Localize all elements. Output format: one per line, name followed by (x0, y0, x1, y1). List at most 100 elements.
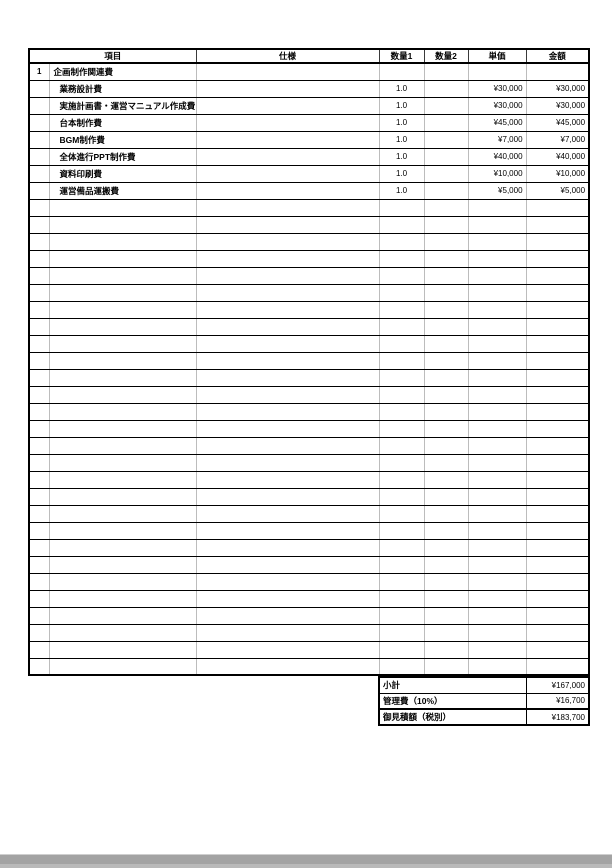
cell-qty2 (423, 249, 469, 268)
cell-no (28, 79, 50, 98)
cell-spec (195, 538, 380, 557)
cell-qty2 (423, 640, 469, 659)
table-row-empty (28, 504, 590, 523)
cell-amount (525, 487, 590, 506)
cell-no (28, 96, 50, 115)
cell-amount (525, 198, 590, 217)
cell-qty1: 1.0 (378, 96, 425, 115)
table-row-empty (28, 555, 590, 574)
cell-no (28, 453, 50, 472)
cell-qty1 (378, 521, 425, 540)
cell-spec (195, 436, 380, 455)
cell-amount (525, 215, 590, 234)
table-row-empty (28, 283, 590, 302)
cell-unit-price (467, 521, 527, 540)
cell-spec (195, 266, 380, 285)
cell-unit-price: ¥7,000 (467, 130, 527, 149)
cell-qty1 (378, 351, 425, 370)
cell-unit-price (467, 232, 527, 251)
cell-item (48, 504, 197, 523)
cell-unit-price (467, 589, 527, 608)
cell-item (48, 640, 197, 659)
cell-amount (525, 572, 590, 591)
cell-no (28, 606, 50, 625)
cell-unit-price (467, 249, 527, 268)
cell-amount: ¥10,000 (525, 164, 590, 183)
cell-no (28, 351, 50, 370)
cell-qty1 (378, 487, 425, 506)
table-row-empty (28, 300, 590, 319)
cell-amount (525, 555, 590, 574)
cell-qty1: 1.0 (378, 147, 425, 166)
cell-spec (195, 249, 380, 268)
cell-qty2 (423, 419, 469, 438)
cell-qty2 (423, 623, 469, 642)
cell-unit-price (467, 504, 527, 523)
management-fee-label: 管理費（10%） (378, 692, 527, 710)
cell-no (28, 419, 50, 438)
cell-item (48, 436, 197, 455)
cell-spec (195, 623, 380, 642)
cell-amount (525, 351, 590, 370)
cell-no (28, 232, 50, 251)
cell-qty1 (378, 368, 425, 387)
col-header-spec: 仕様 (195, 48, 380, 64)
table-row: 業務設計費 1.0 ¥30,000 ¥30,000 (28, 79, 590, 98)
cell-unit-price: ¥10,000 (467, 164, 527, 183)
table-row-empty (28, 249, 590, 268)
cell-amount (525, 402, 590, 421)
col-header-amount: 金額 (525, 48, 590, 64)
cell-qty1 (378, 300, 425, 319)
cell-unit-price (467, 215, 527, 234)
cell-qty1: 1.0 (378, 164, 425, 183)
cell-no (28, 402, 50, 421)
cell-amount (525, 368, 590, 387)
cell-qty1 (378, 402, 425, 421)
cell-spec (195, 589, 380, 608)
cell-qty1 (378, 589, 425, 608)
cell-qty2 (423, 130, 469, 149)
cell-no (28, 538, 50, 557)
cell-unit-price (467, 283, 527, 302)
cell-amount: ¥30,000 (525, 79, 590, 98)
cell-no (28, 640, 50, 659)
cell-qty2 (423, 147, 469, 166)
table-row-empty (28, 538, 590, 557)
cell-unit-price (467, 402, 527, 421)
cell-spec (195, 368, 380, 387)
summary-row-management-fee: 管理費（10%） ¥16,700 (378, 692, 590, 710)
cell-amount (525, 538, 590, 557)
cell-qty2 (423, 113, 469, 132)
table-row-empty (28, 470, 590, 489)
cell-no: 1 (28, 62, 50, 81)
summary-row-subtotal: 小計 ¥167,000 (378, 676, 590, 694)
cell-qty2 (423, 436, 469, 455)
table-row-empty (28, 232, 590, 251)
cell-amount (525, 62, 590, 81)
cell-spec (195, 62, 380, 81)
cell-item: 運営備品運搬費 (48, 181, 197, 200)
window-bottom-bar (0, 854, 612, 864)
table-row-empty (28, 368, 590, 387)
cell-unit-price (467, 606, 527, 625)
cell-unit-price (467, 470, 527, 489)
cell-qty1 (378, 657, 425, 676)
cell-qty2 (423, 181, 469, 200)
cell-qty1 (378, 623, 425, 642)
cell-no (28, 249, 50, 268)
cell-qty2 (423, 164, 469, 183)
cell-no (28, 300, 50, 319)
cell-unit-price (467, 334, 527, 353)
cell-qty2 (423, 232, 469, 251)
cell-qty2 (423, 283, 469, 302)
cell-no (28, 521, 50, 540)
subtotal-label: 小計 (378, 676, 527, 694)
cell-unit-price (467, 385, 527, 404)
cell-qty2 (423, 470, 469, 489)
table-row-empty (28, 487, 590, 506)
cell-spec (195, 487, 380, 506)
cell-no (28, 113, 50, 132)
cell-item (48, 538, 197, 557)
cell-qty2 (423, 504, 469, 523)
col-header-qty2: 数量2 (423, 48, 469, 64)
